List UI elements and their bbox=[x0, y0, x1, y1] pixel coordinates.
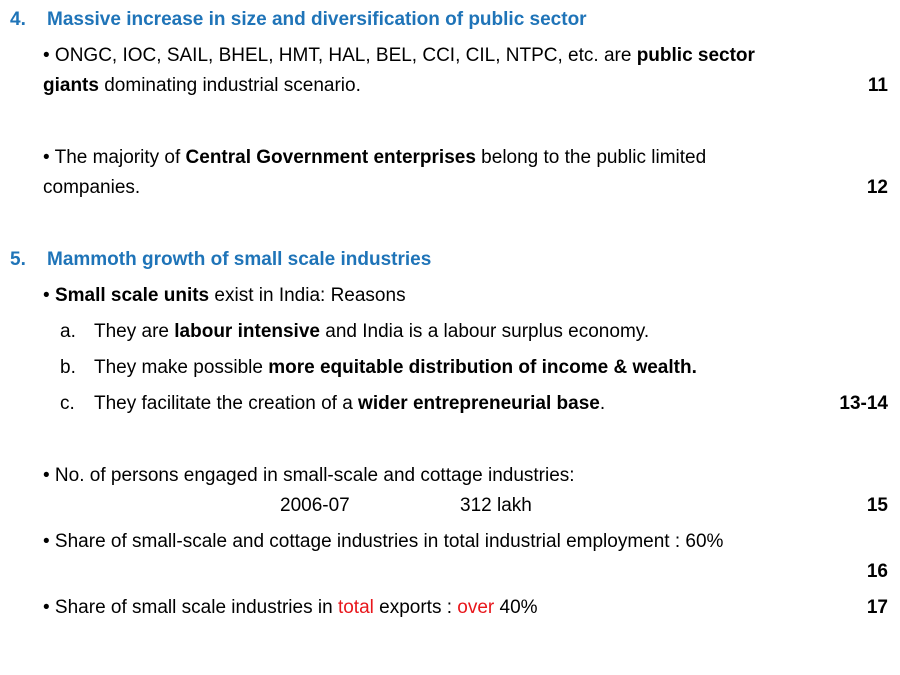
page-ref: 17 bbox=[867, 596, 888, 620]
table-year: 2006-07 bbox=[280, 494, 350, 518]
page-ref: 17 bbox=[866, 597, 888, 618]
bullet-line: • Share of small scale industries in tot… bbox=[43, 596, 538, 620]
table-value: 312 lakh bbox=[460, 495, 532, 516]
text-run: dominating industrial scenario. bbox=[98, 75, 361, 96]
text-run: over bbox=[457, 597, 495, 618]
section-title: Mammoth growth of small scale industries bbox=[47, 248, 431, 272]
text-run: Central Government enterprises bbox=[185, 147, 476, 168]
text-run: 40% bbox=[494, 597, 538, 618]
section-number: 4. bbox=[10, 8, 26, 32]
text-run: Small scale units bbox=[54, 285, 210, 306]
sub-line: They are labour intensive and India is a… bbox=[94, 320, 649, 344]
bullet-line: • Small scale units exist in India: Reas… bbox=[43, 284, 406, 308]
page-ref: 11 bbox=[868, 74, 888, 98]
page-ref: 13-14 bbox=[839, 392, 888, 416]
sub-line: They facilitate the creation of a wider … bbox=[94, 392, 605, 416]
text-run: • The majority of bbox=[43, 147, 186, 168]
section-number: 5. bbox=[10, 248, 26, 272]
text-run: They make possible bbox=[94, 357, 269, 378]
text-run: They are bbox=[94, 321, 175, 342]
text-run: and India is a labour surplus economy. bbox=[319, 321, 650, 342]
bullet-line: • The majority of Central Government ent… bbox=[43, 146, 706, 170]
text-run: belong to the public limited bbox=[475, 147, 707, 168]
sub-marker: c. bbox=[60, 392, 75, 416]
text-run: companies. bbox=[43, 177, 141, 198]
text-run: total bbox=[337, 597, 374, 618]
sub-line: They make possible more equitable distri… bbox=[94, 356, 697, 380]
page-ref: 12 bbox=[866, 177, 888, 198]
sub-marker: b. bbox=[60, 357, 76, 378]
sub-marker: c. bbox=[60, 393, 75, 414]
sub-marker: b. bbox=[60, 356, 76, 380]
bullet-line: • Share of small-scale and cottage indus… bbox=[43, 530, 723, 554]
text-run: • Share of small scale industries in bbox=[43, 597, 338, 618]
table-value: 312 lakh bbox=[460, 494, 532, 518]
text-run: public sector bbox=[636, 45, 755, 66]
text-run: • Share of small-scale and cottage indus… bbox=[43, 531, 724, 552]
page-ref: 12 bbox=[867, 176, 888, 200]
page-ref: 11 bbox=[867, 75, 888, 96]
section-title: Massive increase in size and diversifica… bbox=[47, 9, 587, 30]
text-run: wider entrepreneurial base bbox=[358, 393, 600, 414]
section-title: Mammoth growth of small scale industries bbox=[47, 249, 432, 270]
text-run: • ONGC, IOC, SAIL, BHEL, HMT, HAL, BEL, … bbox=[43, 45, 637, 66]
text-run: more equitable distribution of income & … bbox=[268, 357, 697, 378]
page-ref: 15 bbox=[866, 495, 888, 516]
table-year: 2006-07 bbox=[280, 495, 350, 516]
bullet-line: • No. of persons engaged in small-scale … bbox=[43, 464, 575, 488]
text-run: exist in India: Reasons bbox=[209, 285, 406, 306]
bullet-line: • ONGC, IOC, SAIL, BHEL, HMT, HAL, BEL, … bbox=[43, 44, 755, 68]
page-ref: 16 bbox=[867, 560, 888, 584]
section-title: Massive increase in size and diversifica… bbox=[47, 8, 587, 32]
section-number: 5. bbox=[10, 249, 26, 270]
text-run: • No. of persons engaged in small-scale … bbox=[43, 465, 575, 486]
bullet-line: giants dominating industrial scenario. bbox=[43, 74, 361, 98]
text-run: exports : bbox=[373, 597, 458, 618]
page-ref: 16 bbox=[866, 561, 888, 582]
sub-marker: a. bbox=[60, 321, 76, 342]
text-run: . bbox=[599, 393, 606, 414]
text-run: labour intensive bbox=[174, 321, 320, 342]
page-ref: 15 bbox=[867, 494, 888, 518]
bullet-line: companies. bbox=[43, 176, 140, 200]
text-run: giants bbox=[43, 75, 99, 96]
text-run: • bbox=[43, 285, 55, 306]
section-number: 4. bbox=[10, 9, 26, 30]
sub-marker: a. bbox=[60, 320, 76, 344]
text-run: They facilitate the creation of a bbox=[94, 393, 359, 414]
page-ref: 13-14 bbox=[839, 393, 888, 414]
